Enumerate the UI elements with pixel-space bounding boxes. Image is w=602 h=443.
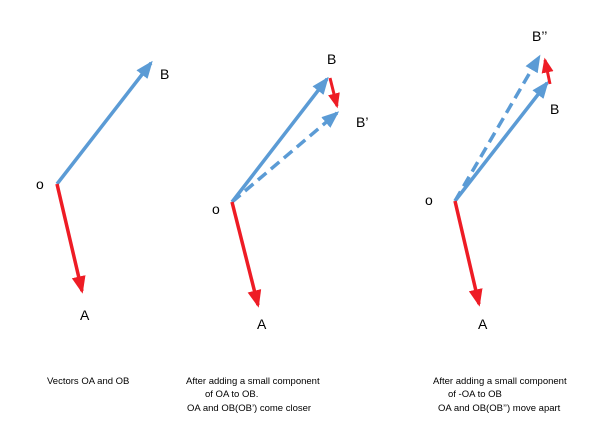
vector-oa-arrow [453, 200, 483, 307]
caption-line: of OA to OB. [205, 389, 258, 400]
point-o-label: o [212, 201, 220, 217]
vector-oa-arrow [55, 183, 86, 294]
caption-line: OA and OB(OB’’) move apart [438, 403, 561, 414]
caption-line: Vectors OA and OB [47, 376, 129, 387]
point-b-double-prime-label: B’’ [532, 28, 547, 44]
caption: Vectors OA and OB [47, 376, 129, 387]
caption: After adding a small component of -OA to… [433, 376, 567, 414]
vector-oa-arrow [230, 201, 262, 308]
point-b-prime-label: B’ [356, 114, 368, 130]
point-o-label: o [425, 192, 433, 208]
point-b-label: B [327, 51, 336, 67]
panel-2: o B B’ A After adding a small component … [186, 51, 368, 414]
point-a-label: A [257, 316, 267, 332]
caption-line: After adding a small component [433, 376, 567, 387]
point-b-label: B [160, 66, 169, 82]
point-o-label: o [36, 176, 44, 192]
panel-1: o B A Vectors OA and OB [36, 60, 169, 387]
point-b-label: B [550, 101, 559, 117]
component-neg-oa-arrow [541, 57, 554, 85]
caption: After adding a small component of OA to … [186, 376, 320, 414]
caption-line: of -OA to OB [448, 389, 502, 400]
panel-3: o B B’’ A After adding a small component… [425, 28, 567, 414]
point-a-label: A [80, 307, 90, 323]
point-a-label: A [478, 316, 488, 332]
caption-line: After adding a small component [186, 376, 320, 387]
component-oa-arrow [328, 77, 340, 109]
caption-line: OA and OB(OB’) come closer [187, 403, 311, 414]
vector-ob-prime-arrow [230, 111, 340, 204]
vector-ob-arrow [230, 76, 329, 204]
vector-ob-arrow [453, 80, 549, 203]
vector-ob-double-prime-arrow [453, 54, 541, 202]
vector-ob-arrow [55, 60, 153, 186]
